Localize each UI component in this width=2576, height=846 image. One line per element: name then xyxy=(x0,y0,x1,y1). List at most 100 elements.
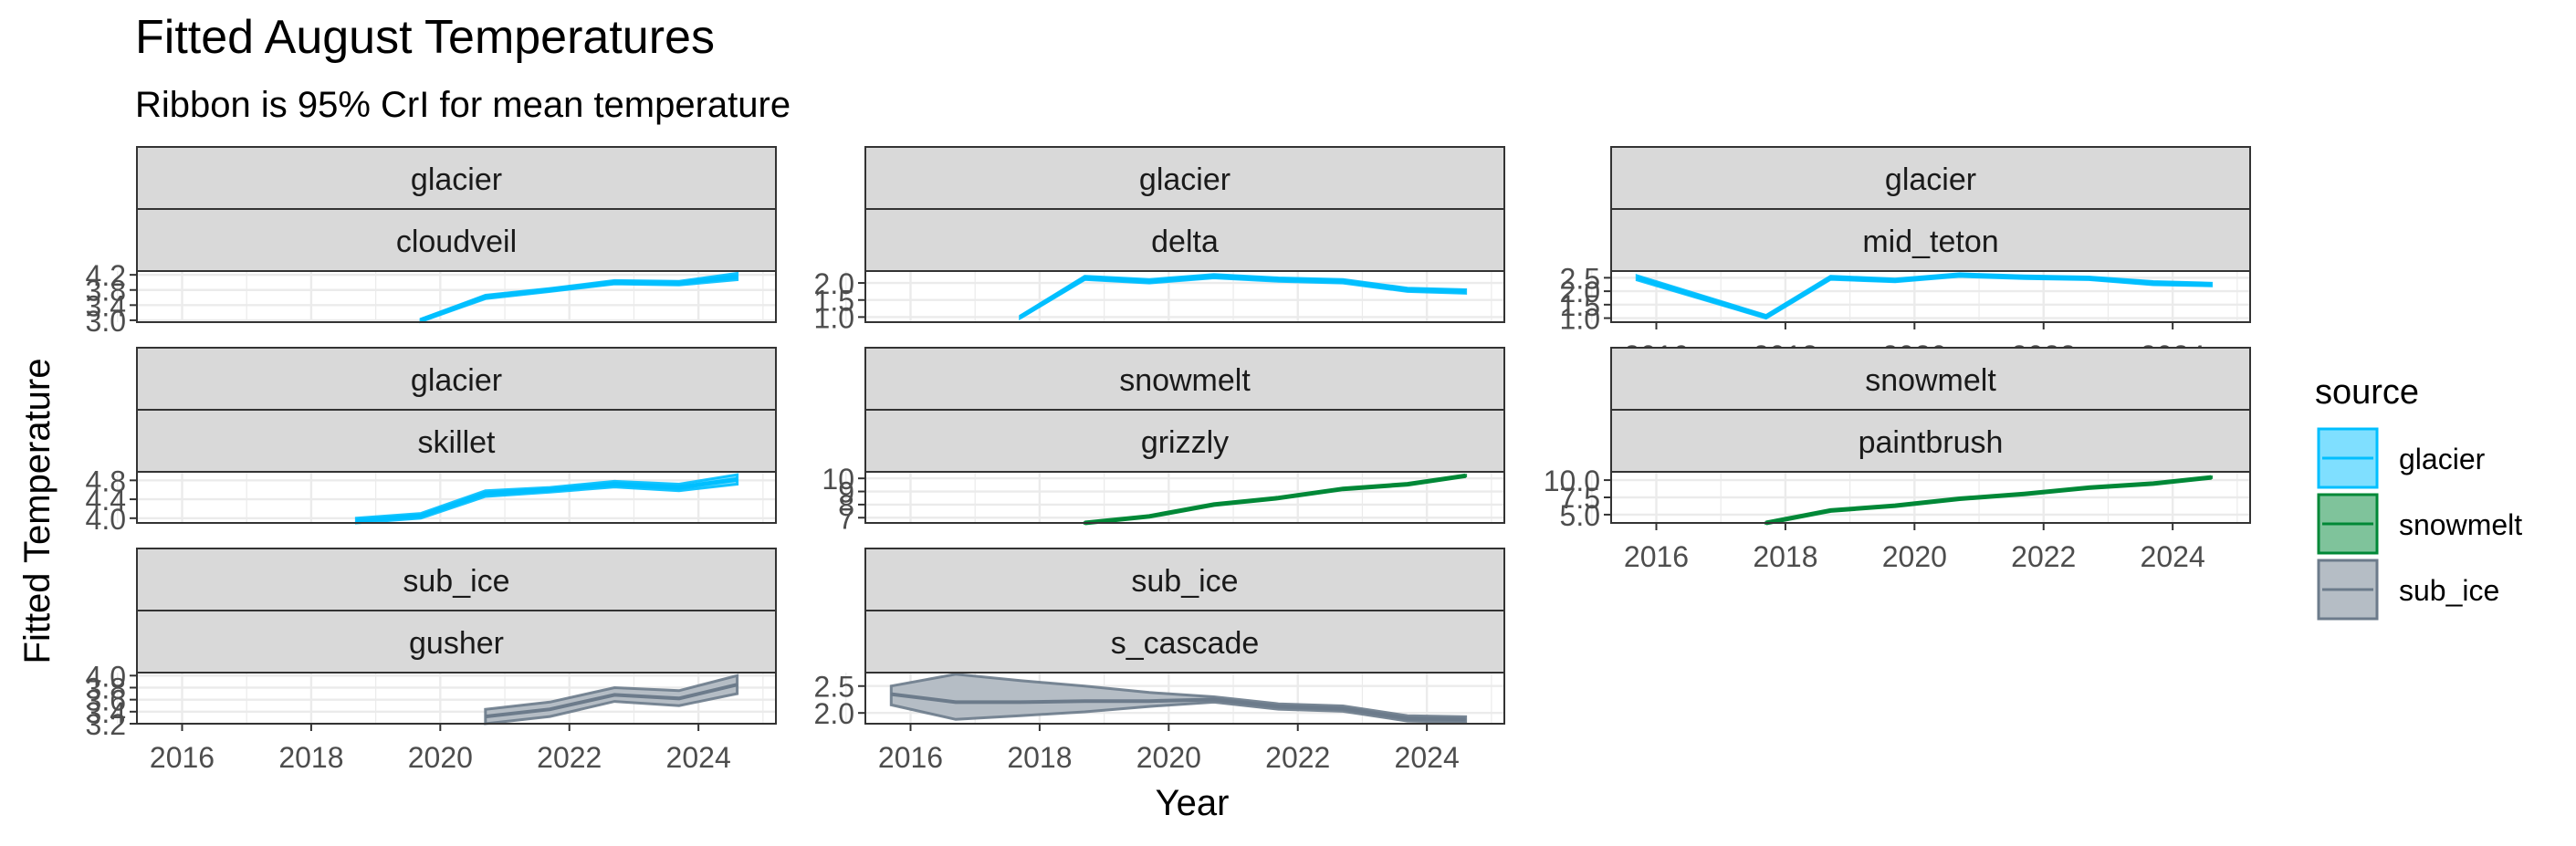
data-point xyxy=(1213,276,1215,277)
data-point xyxy=(1213,504,1215,506)
y-tick-label: 1.5 xyxy=(814,285,854,318)
mean-line xyxy=(1765,475,2212,526)
panel-border xyxy=(864,270,1505,323)
x-tick-label: 2024 xyxy=(1395,741,1460,774)
data-point xyxy=(1148,280,1150,282)
x-tick-label: 2020 xyxy=(408,741,473,774)
facet-strip-site-label: paintbrush xyxy=(1859,425,2004,460)
facet-panel: glacier skillet 4.04.44.8 xyxy=(86,347,777,536)
y-tick-label: 4.2 xyxy=(86,259,126,292)
facet-strip-site-label: s_cascade xyxy=(1111,626,1260,661)
x-tick-label: 2018 xyxy=(1753,540,1817,573)
panel-background xyxy=(865,472,1504,523)
data-point xyxy=(1278,705,1280,707)
facet-strip-site xyxy=(136,409,777,473)
data-point xyxy=(2211,284,2213,286)
facet-strip-site-label: cloudveil xyxy=(396,225,517,259)
data-point xyxy=(1020,316,1021,318)
facet-panel: glaciermid_teton1.01.52.02.5201620182020… xyxy=(1560,146,2251,372)
panel-background xyxy=(137,271,776,322)
facet-panel: glacier cloudveil 3.03.43.84.2 xyxy=(86,146,777,338)
y-tick-label: 3.4 xyxy=(86,289,126,322)
facet-strip-source-label: sub_ice xyxy=(403,564,509,599)
data-point xyxy=(1959,498,1961,500)
facet-strip-source xyxy=(136,548,777,611)
y-tick-label: 3.8 xyxy=(86,672,126,705)
data-point xyxy=(737,684,738,685)
data-point xyxy=(1959,274,1961,276)
y-tick-label: 1.0 xyxy=(814,301,854,334)
facet-strip-site-label: mid_teton xyxy=(1862,225,1998,259)
data-point xyxy=(1020,701,1021,703)
facet-strip-source-label: glacier xyxy=(1139,162,1230,197)
y-tick-label: 3.4 xyxy=(86,696,126,729)
data-point xyxy=(420,515,422,517)
legend-items: glacier snowmelt sub_ice xyxy=(2317,427,2522,621)
facet-strip-source-label: glacier xyxy=(411,363,502,398)
facet-panel: sub_ice s_cascade 2.02.5 2016 2018 2020 2022 20… xyxy=(814,548,1505,774)
facet-strip-source-label: glacier xyxy=(1885,162,1976,197)
x-tick-label: 2024 xyxy=(2141,540,2205,573)
data-point xyxy=(1084,700,1085,702)
legend-item: sub_ice xyxy=(2317,559,2499,621)
panel-gridlines xyxy=(845,271,1504,322)
x-tick-label: 2022 xyxy=(537,741,602,774)
y-tick-label: 4.0 xyxy=(86,503,126,536)
chart-title: Fitted August Temperatures xyxy=(135,11,715,64)
mean-line xyxy=(891,692,1466,722)
y-tick-label: 10 xyxy=(822,463,854,496)
data-point xyxy=(1894,505,1896,507)
data-point xyxy=(1829,509,1831,511)
data-point xyxy=(1342,280,1344,282)
x-tick-label: 2020 xyxy=(1136,741,1201,774)
legend-item-label: glacier xyxy=(2399,443,2486,475)
data-point xyxy=(1213,698,1215,700)
y-tick-label: 1.0 xyxy=(1560,303,1600,336)
y-tick-label: 2.5 xyxy=(814,671,854,704)
panel-gridlines xyxy=(117,472,776,523)
facet-strip-site xyxy=(136,610,777,674)
data-point xyxy=(1465,718,1467,720)
data-point xyxy=(1342,488,1344,490)
panel-gridlines xyxy=(845,472,1504,523)
legend-title: source xyxy=(2315,373,2419,412)
data-point xyxy=(678,282,680,284)
facet-strip-source xyxy=(136,347,777,411)
data-point xyxy=(1278,497,1280,499)
y-tick-label: 7 xyxy=(838,502,854,535)
panel-border xyxy=(864,471,1505,524)
data-point xyxy=(2152,282,2154,284)
data-point xyxy=(485,715,487,717)
y-tick-label: 1.5 xyxy=(1560,289,1600,322)
data-point xyxy=(1765,316,1767,318)
x-tick-label: 2016 xyxy=(1624,540,1689,573)
facet-strip-source-label: snowmelt xyxy=(1865,363,1996,398)
data-point xyxy=(1342,707,1344,709)
facet-strip-site-label: delta xyxy=(1151,225,1219,259)
data-point xyxy=(1465,290,1467,292)
data-point xyxy=(485,296,487,298)
y-tick-label: 4.4 xyxy=(86,484,126,517)
facet-strip-site xyxy=(1610,409,2251,473)
data-point xyxy=(485,493,487,495)
data-point xyxy=(1278,278,1280,280)
data-point xyxy=(678,486,680,488)
mean-line xyxy=(1019,274,1466,319)
chart-subtitle: Ribbon is 95% CrI for mean temperature xyxy=(135,85,791,125)
facet-strip-source xyxy=(864,347,1505,411)
legend-item: snowmelt xyxy=(2317,493,2522,555)
data-point xyxy=(1148,700,1150,702)
data-point xyxy=(2024,493,2026,495)
panel-border xyxy=(136,270,777,323)
panel-gridlines xyxy=(1591,472,2250,523)
y-tick-label: 3.6 xyxy=(86,684,126,717)
facet-strip-source xyxy=(1610,347,2251,411)
facet-panel: glacier delta 1.01.52.0 xyxy=(814,146,1505,334)
facet-strip-site xyxy=(864,409,1505,473)
legend: source glacier snowmelt sub_ice xyxy=(2315,373,2522,621)
data-point xyxy=(890,694,892,695)
y-tick-label: 4.0 xyxy=(86,660,126,693)
